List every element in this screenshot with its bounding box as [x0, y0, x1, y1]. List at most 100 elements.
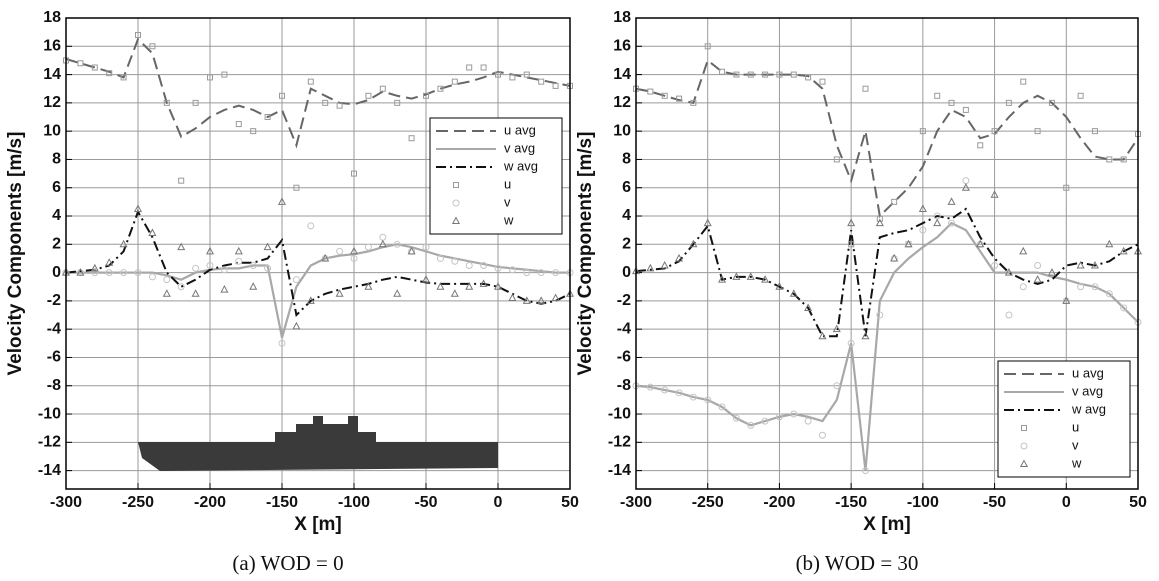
marker-circle	[523, 269, 531, 277]
legend-label: w	[503, 212, 514, 227]
ship-mast	[348, 416, 358, 425]
marker-triangle	[890, 253, 899, 262]
caption: (a) WOD = 0	[232, 551, 343, 575]
marker-triangle	[450, 289, 459, 297]
y-tick-label: -4	[617, 320, 631, 337]
y-tick-label: -14	[38, 462, 61, 479]
marker-circle	[991, 262, 999, 270]
marker-square	[1120, 156, 1127, 163]
marker-square	[762, 71, 769, 78]
marker-circle	[704, 396, 712, 404]
marker-triangle	[177, 242, 186, 251]
marker-circle	[775, 413, 783, 421]
x-tick-label: -300	[50, 494, 82, 511]
marker-triangle	[875, 218, 884, 227]
marker-circle	[120, 269, 128, 277]
y-tick-label: 0	[622, 264, 631, 281]
marker-triangle	[451, 216, 461, 224]
y-tick-label: -12	[38, 434, 61, 451]
marker-square	[120, 74, 127, 81]
marker-square	[1063, 184, 1070, 191]
marker-circle	[948, 219, 956, 227]
marker-square	[790, 71, 797, 78]
plot-area	[66, 18, 570, 489]
marker-circle	[480, 262, 488, 270]
marker-square	[1048, 99, 1055, 106]
marker-triangle	[349, 246, 359, 255]
marker-circle	[1077, 283, 1085, 291]
marker-triangle	[321, 253, 330, 262]
marker-square	[451, 78, 458, 85]
marker-triangle	[191, 289, 200, 297]
x-tick-label: -50	[414, 494, 437, 511]
marker-circle	[292, 276, 300, 284]
marker-triangle	[933, 218, 942, 227]
marker-triangle	[133, 204, 143, 212]
marker-square	[207, 74, 213, 81]
marker-circle	[718, 403, 726, 411]
marker-square	[704, 43, 711, 50]
marker-circle	[105, 269, 113, 277]
y-tick-label: 6	[52, 179, 61, 196]
marker-triangle	[522, 296, 531, 304]
marker-circle	[206, 262, 214, 270]
y-tick-label: 4	[52, 207, 61, 224]
legend-label: u avg	[1072, 365, 1104, 380]
marker-triangle	[220, 285, 229, 293]
marker-square	[891, 198, 898, 205]
legend-box	[997, 360, 1131, 478]
marker-square	[747, 71, 754, 78]
marker-triangle	[407, 246, 416, 255]
marker-square	[776, 71, 783, 78]
y-tick-label: 14	[613, 66, 631, 83]
y-tick-label: -12	[608, 434, 631, 451]
y-tick-label: 18	[43, 9, 61, 26]
marker-square	[365, 92, 372, 99]
marker-square	[934, 92, 941, 99]
marker-square	[876, 215, 883, 222]
chart: -14 -12 -10 -8 -6 -4 -2 0 2 4 6 8 10 12 14 16 18 -300 -250…	[575, 9, 1147, 575]
legend-label: w	[1071, 455, 1082, 470]
marker-square	[509, 74, 516, 81]
marker-square	[833, 156, 840, 163]
marker-square	[977, 142, 984, 149]
ship-island	[275, 432, 376, 442]
marker-triangle	[306, 296, 315, 304]
marker-circle	[1120, 304, 1128, 312]
marker-triangle	[976, 239, 985, 248]
y-tick-label: -10	[38, 405, 61, 422]
marker-triangle	[789, 289, 798, 297]
marker-square	[423, 92, 429, 99]
marker-square	[178, 177, 185, 184]
marker-circle	[861, 467, 869, 475]
y-tick-label: 2	[622, 236, 631, 253]
marker-triangle	[393, 289, 402, 297]
x-tick-label: -150	[266, 494, 298, 511]
marker-circle	[1105, 290, 1113, 298]
marker-circle	[249, 262, 257, 270]
marker-circle	[264, 264, 272, 272]
marker-triangle	[234, 246, 243, 255]
marker-circle	[220, 266, 228, 274]
marker-square	[394, 99, 401, 106]
marker-triangle	[76, 268, 85, 276]
marker-circle	[1091, 283, 1099, 291]
marker-triangle	[249, 282, 258, 290]
marker-square	[991, 128, 998, 135]
marker-triangle	[479, 279, 488, 287]
y-tick-label: 16	[43, 38, 61, 55]
marker-square	[719, 68, 726, 75]
legend-label: v avg	[504, 140, 535, 155]
marker-triangle	[1047, 268, 1056, 276]
marker-circle	[552, 269, 560, 277]
legend-label: u	[1072, 419, 1079, 434]
marker-square	[135, 31, 141, 38]
marker-circle	[833, 382, 841, 390]
marker-square	[647, 88, 654, 95]
marker-triangle	[1076, 260, 1085, 269]
legend-label: w avg	[1071, 401, 1106, 416]
marker-circle	[747, 421, 755, 429]
marker-square	[962, 106, 969, 113]
marker-triangle	[1105, 239, 1114, 248]
